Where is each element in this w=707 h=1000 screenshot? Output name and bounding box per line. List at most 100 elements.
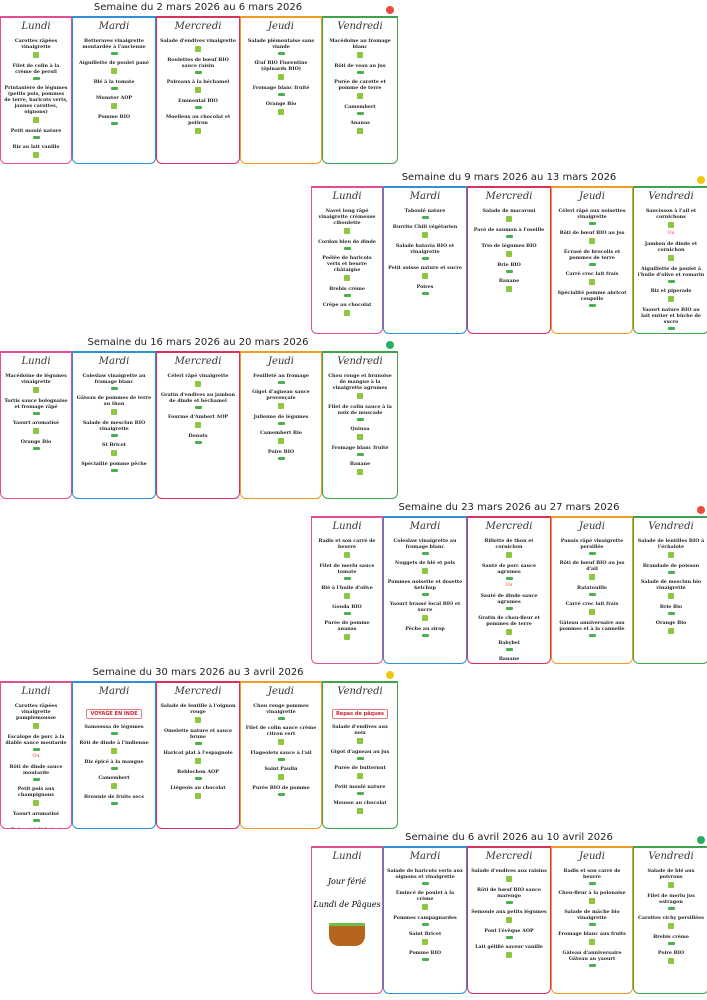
menu-item: Pont l'évêque AOP <box>484 928 534 934</box>
menu-item: Fourme d'Ambert AOP <box>167 414 229 420</box>
day-name: Vendredi <box>337 356 383 367</box>
menu-item: Gratin d'endives au jambon de dinde et b… <box>161 392 235 404</box>
day-color-bar <box>241 351 321 353</box>
label-icon <box>667 942 675 945</box>
menu-item: Salade d'endives aux raisins <box>471 868 547 874</box>
label-icon <box>667 327 675 330</box>
label-icon <box>344 552 350 558</box>
label-icons <box>634 612 707 615</box>
label-icon <box>589 609 595 615</box>
label-icons <box>552 964 632 967</box>
label-icon <box>506 251 512 257</box>
label-icons <box>634 280 707 283</box>
label-icon <box>344 593 350 599</box>
menu-item: Crêpe au chocolat <box>322 302 372 308</box>
menu-item: Orange Bio <box>655 620 687 626</box>
label-icon <box>588 263 596 266</box>
label-icons <box>552 552 632 555</box>
day-color-bar <box>241 16 321 18</box>
decor-fruit-icon <box>697 506 705 514</box>
menu-item: Ananas <box>350 120 370 126</box>
menu-item: Babybel <box>498 640 520 646</box>
menu-item: Blé à l'huile d'olive <box>321 585 373 591</box>
label-icon <box>278 774 284 780</box>
label-icon <box>356 792 364 795</box>
week-block: Semaine du 9 mars 2026 au 13 mars 2026 Lu… <box>311 170 707 336</box>
label-icon <box>667 280 675 283</box>
menu-item: Rôti de bœuf BIO au jus d'ail <box>559 560 625 572</box>
holiday-label: Lundi de Pâques <box>313 900 381 909</box>
menu-item: Printanière de légumes (petits pois, pom… <box>4 85 68 115</box>
day-name: Mardi <box>409 851 441 862</box>
label-icon <box>421 923 429 926</box>
label-icons <box>312 294 382 297</box>
label-icons <box>312 593 382 599</box>
label-icons <box>323 93 397 99</box>
label-icon <box>667 612 675 615</box>
menu-item: Orange Bio <box>265 101 297 107</box>
label-icons <box>323 738 397 744</box>
menu-item: Riz épicé à la mangue <box>84 759 144 765</box>
label-icon <box>111 103 117 109</box>
label-icons <box>241 793 321 796</box>
label-icon <box>506 629 512 635</box>
label-icon <box>278 74 284 80</box>
label-icons <box>323 71 397 74</box>
menu-item: Burrito Chili végétarien <box>392 224 458 230</box>
day-column-vendredi: Vendredi Salade de blé aux poivrons Filet … <box>633 846 707 994</box>
menu-item: Carré croc lait frais <box>565 271 619 277</box>
label-icon <box>589 939 595 945</box>
menu-item: Samoussa de légumes <box>84 724 144 730</box>
label-icons <box>241 109 321 115</box>
label-icon <box>277 457 285 460</box>
menu-item: Petit pois aux champignons <box>17 786 55 798</box>
menu-item: Fromage blanc aux fruits <box>558 931 626 937</box>
menu-item: Banane <box>498 656 520 662</box>
day-name: Mercredi <box>174 356 222 367</box>
label-icon <box>33 117 39 123</box>
menu-item: Pommes campagnardes <box>393 915 457 921</box>
label-icons <box>73 103 155 109</box>
label-icons <box>384 568 466 574</box>
day-color-bar <box>312 516 382 518</box>
menu-item: Purée BIO de pomme <box>252 785 310 791</box>
menu-item: Donuts <box>188 433 208 439</box>
label-icon <box>110 767 118 770</box>
label-icons <box>384 552 466 555</box>
label-icon <box>344 634 350 640</box>
label-icons <box>73 767 155 770</box>
label-icon <box>356 71 364 74</box>
label-icon <box>667 907 675 910</box>
label-icons <box>323 453 397 456</box>
easter-basket-icon <box>329 923 365 946</box>
label-icon <box>421 882 429 885</box>
label-icon <box>111 409 117 415</box>
label-icon <box>506 216 512 222</box>
menu-item: Yaourt nature BIO au lait entier et bûch… <box>641 307 701 325</box>
label-icons <box>468 216 550 222</box>
label-icons <box>634 571 707 574</box>
label-icons <box>312 310 382 316</box>
menu-item: Beignet à l'abricot <box>1 827 71 828</box>
label-icon <box>33 428 39 434</box>
day-column-mardi: Mardi Coleslaw vinaigrette au fromage bla… <box>383 516 467 664</box>
label-icons <box>312 612 382 615</box>
menu-item: Taboulé nature <box>404 208 446 214</box>
label-icons <box>468 936 550 939</box>
label-icons <box>241 438 321 444</box>
label-icon <box>422 273 428 279</box>
menu-item: Gâteau d'anniversaire Gâteau au yaourt <box>562 950 622 962</box>
menu-item: Omelette nature et sauce brune <box>163 728 233 740</box>
day-column-mercredi: Mercredi Salade de lentille à l'oignon ro… <box>156 681 240 829</box>
label-icon <box>343 247 351 250</box>
label-icons <box>241 52 321 55</box>
label-icons <box>241 403 321 409</box>
menu-item: Escalope de porc à la diable sauce mouta… <box>5 734 67 746</box>
day-name: Vendredi <box>648 851 694 862</box>
label-icon <box>32 819 40 822</box>
menu-item: Salade d'endives vinaigrette <box>160 38 236 44</box>
label-icon <box>505 936 513 939</box>
menu-item: Salade de lentilles BIO à l'échalote <box>637 538 705 550</box>
label-icon <box>588 222 596 225</box>
day-name: Lundi <box>332 191 362 202</box>
